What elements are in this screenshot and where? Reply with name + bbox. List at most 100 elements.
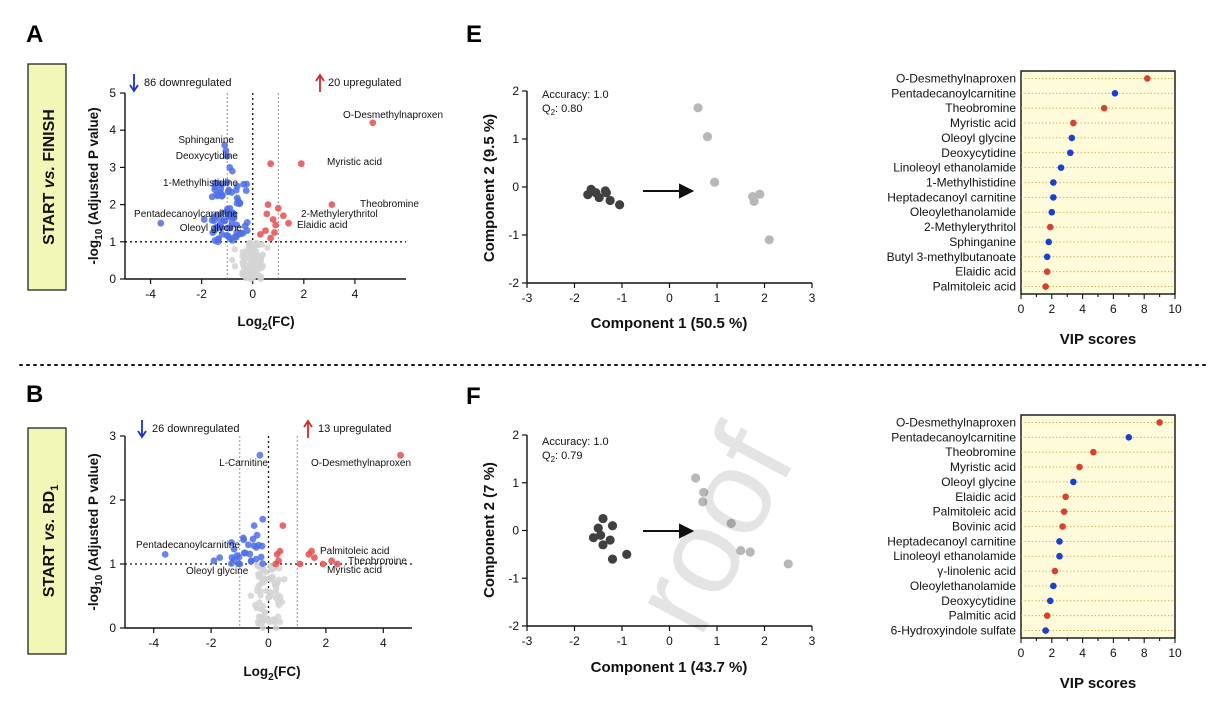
vip-feature-label: Elaidic acid [955, 265, 1016, 279]
group2-point [726, 518, 736, 528]
nonsig-point [259, 624, 267, 631]
y-tick-label: -2 [508, 619, 519, 633]
y-tick-label: 0 [109, 272, 116, 286]
group1-point [594, 192, 604, 203]
down-point [231, 233, 239, 241]
vip-feature-label: Linoleoyl ethanolamide [893, 161, 1016, 175]
nonsig-point [255, 252, 262, 260]
group1-point [605, 195, 615, 206]
volcano-a-down-label: 86 downregulated [144, 77, 231, 89]
comparison-label-1-box [27, 63, 67, 291]
up-point [262, 227, 269, 235]
up-point [328, 201, 336, 209]
x-tick-label: 2 [761, 634, 768, 648]
point-annotation: O-Desmethylnaproxen [311, 458, 411, 469]
y-tick-label: 3 [109, 160, 116, 174]
y-tick-label: 0 [109, 621, 116, 635]
up-point [305, 551, 313, 558]
comparison-label-1-text: START vs. FINISH [41, 109, 58, 245]
point-annotation: Myristic acid [327, 157, 382, 168]
down-point [211, 179, 219, 187]
down-point [240, 536, 248, 544]
vip-point [1060, 508, 1068, 515]
vip-feature-label: Sphinganine [949, 235, 1016, 249]
group1-point [605, 535, 615, 545]
vip-point [1046, 597, 1054, 605]
x-tick-label: 0 [666, 291, 673, 305]
vip-point [1059, 523, 1066, 530]
x-tick-label: 2 [300, 287, 307, 301]
point-annotation: Theobromine [360, 199, 419, 210]
x-tick-label: -2 [206, 636, 217, 650]
vip-feature-label: O-Desmethylnaproxen [896, 71, 1016, 85]
vip-point [1062, 493, 1069, 501]
y-tick-label: 1 [109, 557, 116, 571]
up-point [264, 201, 272, 209]
group2-point [745, 547, 755, 557]
x-tick-label: 10 [1168, 302, 1182, 316]
pls-e-x-title: Component 1 (50.5 %) [591, 315, 748, 332]
down-point [250, 522, 258, 529]
pls-f-y-title: Component 2 (7 %) [481, 462, 498, 598]
vip-feature-label: Oleoyl glycine [941, 475, 1016, 489]
up-point [369, 119, 377, 127]
up-arrow-icon [315, 73, 325, 92]
down-point [200, 216, 208, 223]
x-tick-label: 1 [714, 291, 721, 305]
vip-point [1066, 149, 1074, 157]
vip-point [1156, 419, 1163, 426]
x-tick-label: -3 [522, 291, 533, 305]
point-annotation: 1-Methylhistidine [163, 178, 238, 189]
up-point [269, 216, 277, 223]
up-point [272, 560, 280, 568]
vip-point [1090, 448, 1097, 456]
y-tick-label: 1 [512, 132, 519, 146]
y-tick-label: -2 [508, 276, 519, 290]
up-point [319, 560, 327, 568]
point-annotation: L-Carnitine [219, 458, 268, 469]
up-point [311, 554, 318, 561]
down-point [234, 182, 241, 190]
group2-point [693, 103, 703, 113]
vip-feature-label: 2-Methylerythritol [924, 220, 1016, 234]
vip-point [1042, 627, 1049, 634]
volcano-b-down-label: 26 downregulated [152, 423, 239, 435]
down-point [247, 557, 255, 565]
down-point [216, 223, 223, 231]
y-tick-label: 2 [109, 493, 116, 507]
vip-plot-f: VIP scores O-DesmethylnaproxenPentadecan… [887, 414, 1182, 692]
down-point [245, 541, 252, 549]
x-tick-label: 2 [1048, 302, 1055, 316]
vip-feature-label: Pentadecanoylcarnitine [891, 86, 1016, 100]
nonsig-point [231, 246, 239, 253]
down-point [218, 181, 226, 189]
y-tick-label: 4 [109, 123, 116, 137]
x-tick-label: 8 [1141, 646, 1148, 660]
group1-point [593, 523, 603, 533]
vip-feature-label: Deoxycytidine [941, 594, 1016, 608]
nonsig-point [259, 613, 266, 621]
pls-e-q2: Q2: 0.80 [542, 103, 583, 117]
down-point [255, 541, 263, 549]
up-point [297, 160, 305, 168]
y-tick-label: 0 [512, 180, 519, 194]
x-tick-label: 0 [249, 287, 256, 301]
comparison-label-2-text: START vs. RD1 [41, 485, 61, 598]
down-point [241, 222, 249, 230]
point-annotation: Sphinganine [178, 135, 234, 146]
y-tick-label: 1 [512, 476, 519, 490]
group1-point [588, 533, 599, 543]
nonsig-point [248, 263, 255, 271]
nonsig-point [228, 256, 236, 264]
down-point [214, 238, 222, 246]
nonsig-point [254, 562, 261, 569]
group2-point [755, 189, 765, 199]
vip-feature-label: Bovinic acid [952, 520, 1016, 534]
point-annotation: O-Desmethylnaproxen [343, 110, 443, 121]
group1-point [607, 521, 618, 531]
vip-point [1125, 434, 1133, 441]
point-annotation: Palmitoleic acid [320, 546, 389, 557]
vip-point [1076, 463, 1083, 471]
x-tick-label: -2 [569, 291, 580, 305]
nonsig-point [249, 256, 256, 263]
